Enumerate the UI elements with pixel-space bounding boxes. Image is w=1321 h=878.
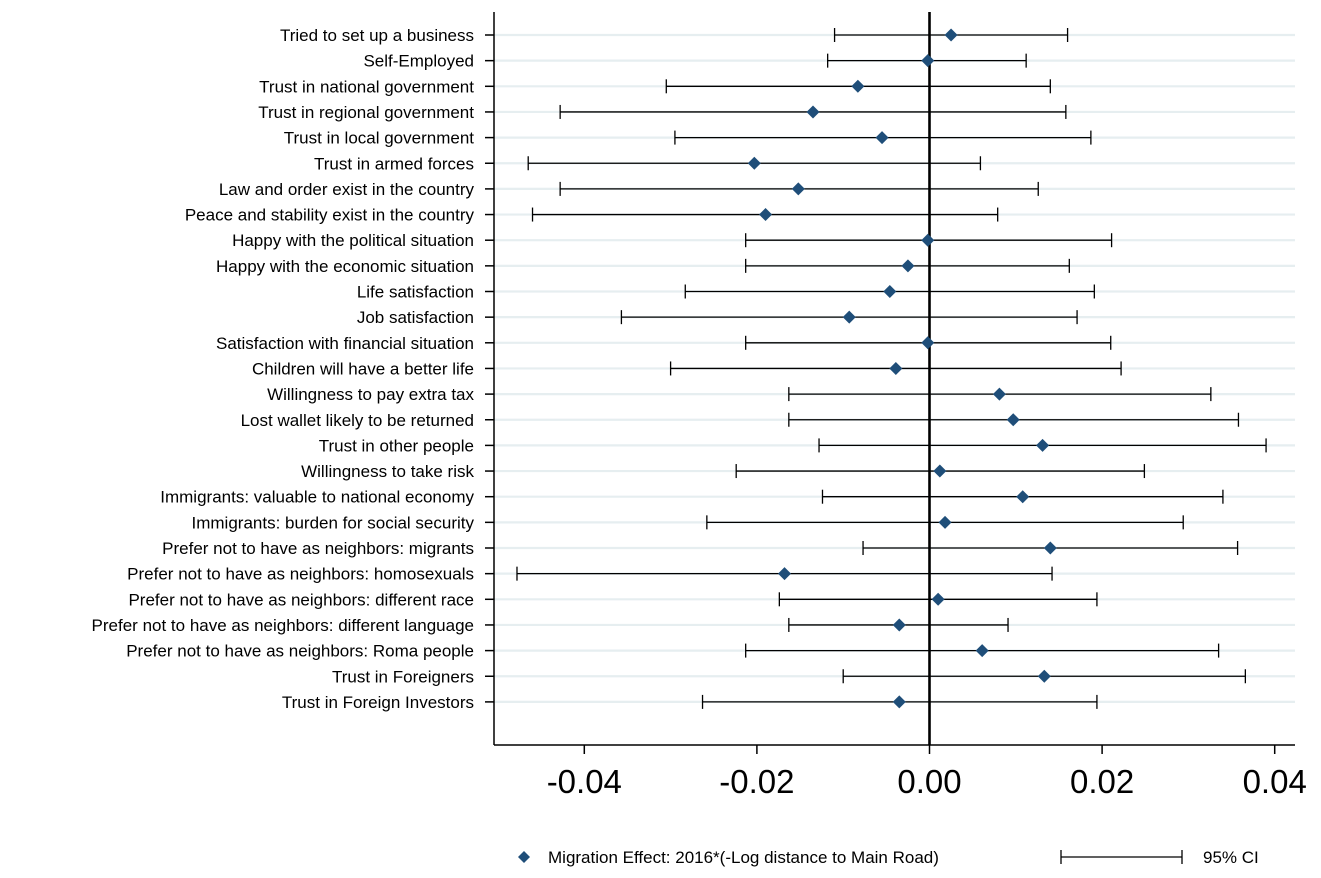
category-label: Lost wallet likely to be returned (241, 411, 474, 430)
estimate-marker (921, 54, 935, 68)
estimate-marker (842, 310, 856, 324)
estimate-marker (759, 208, 773, 222)
axes-layer: -0.04 -0.02 0.00 0.02 0.04 (485, 12, 1307, 800)
estimate-marker (875, 131, 889, 145)
estimate-marker (1006, 413, 1020, 427)
category-label: Willingness to take risk (301, 462, 474, 481)
estimate-marker (791, 182, 805, 196)
estimate-marker (1036, 438, 1050, 452)
category-label: Willingness to pay extra tax (267, 385, 474, 404)
estimate-marker (975, 644, 989, 658)
category-label: Immigrants: burden for social security (192, 513, 475, 532)
x-tick-label: 0.00 (897, 763, 961, 800)
legend: Migration Effect: 2016*(-Log distance to… (518, 848, 1259, 867)
estimate-marker (921, 336, 935, 350)
estimate-marker (892, 695, 906, 709)
category-label: Prefer not to have as neighbors: migrant… (162, 539, 474, 558)
category-label: Self-Employed (363, 52, 474, 71)
category-label: Children will have a better life (252, 359, 474, 378)
estimate-marker (933, 464, 947, 478)
category-label: Trust in armed forces (314, 154, 474, 173)
category-label: Job satisfaction (357, 308, 474, 327)
legend-point-label: Migration Effect: 2016*(-Log distance to… (548, 848, 939, 867)
estimate-marker (938, 515, 952, 529)
estimate-marker (747, 156, 761, 170)
category-label: Satisfaction with financial situation (216, 334, 474, 353)
legend-marker-icon (518, 851, 530, 863)
estimate-marker (944, 28, 958, 42)
estimate-marker (1043, 541, 1057, 555)
x-tick-label: -0.02 (719, 763, 794, 800)
category-label: Prefer not to have as neighbors: Roma pe… (126, 642, 474, 661)
estimate-marker (778, 567, 792, 581)
estimate-marker (992, 387, 1006, 401)
category-label: Trust in regional government (258, 103, 474, 122)
category-label: Prefer not to have as neighbors: differe… (92, 616, 474, 635)
category-label: Happy with the economic situation (216, 257, 474, 276)
estimate-marker (1016, 490, 1030, 504)
x-tick-label: 0.04 (1243, 763, 1307, 800)
estimate-marker (921, 233, 935, 247)
estimate-marker (851, 79, 865, 93)
category-label: Immigrants: valuable to national economy (160, 488, 474, 507)
category-label: Prefer not to have as neighbors: homosex… (127, 565, 474, 584)
estimate-marker (892, 618, 906, 632)
category-label: Peace and stability exist in the country (185, 206, 475, 225)
legend-ci-label: 95% CI (1203, 848, 1259, 867)
category-label: Law and order exist in the country (219, 180, 475, 199)
x-tick-label: 0.02 (1070, 763, 1134, 800)
x-tick-label: -0.04 (547, 763, 622, 800)
estimate-marker (901, 259, 915, 273)
estimate-marker (889, 361, 903, 375)
category-label: Happy with the political situation (232, 231, 474, 250)
estimate-marker (931, 592, 945, 606)
category-label: Trust in national government (259, 77, 474, 96)
labels-layer: Tried to set up a business Self-Employed T… (92, 26, 475, 712)
marks-layer (516, 28, 1267, 709)
estimate-marker (1037, 669, 1051, 683)
category-label: Tried to set up a business (280, 26, 474, 45)
estimate-marker (806, 105, 820, 119)
category-label: Prefer not to have as neighbors: differe… (128, 590, 474, 609)
category-label: Life satisfaction (357, 283, 474, 302)
category-label: Trust in local government (284, 129, 475, 148)
category-label: Trust in other people (319, 436, 474, 455)
category-label: Trust in Foreigners (332, 667, 474, 686)
estimate-marker (883, 285, 897, 298)
category-label: Trust in Foreign Investors (282, 693, 474, 712)
